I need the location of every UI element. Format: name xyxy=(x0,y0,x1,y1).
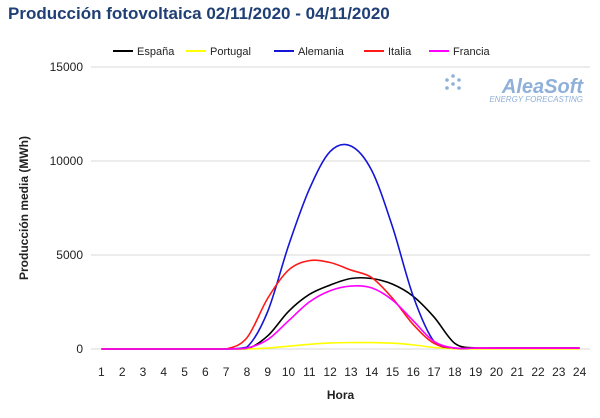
brand-logo-dot xyxy=(451,74,455,78)
x-tick-label: 1 xyxy=(98,365,105,379)
x-tick-label: 7 xyxy=(223,365,230,379)
legend-label: Alemania xyxy=(298,46,345,58)
x-tick-label: 15 xyxy=(386,365,400,379)
x-axis-title: Hora xyxy=(327,388,355,402)
brand-logo-dot xyxy=(445,86,449,90)
x-tick-label: 18 xyxy=(448,365,462,379)
brand-logo-dot xyxy=(445,78,449,82)
legend-label: Portugal xyxy=(210,46,251,58)
brand-logo-dot xyxy=(457,78,461,82)
series-line-alemania xyxy=(101,143,580,350)
x-tick-label: 13 xyxy=(344,365,358,379)
x-tick-label: 8 xyxy=(244,365,251,379)
x-tick-label: 4 xyxy=(160,365,167,379)
x-tick-label: 22 xyxy=(531,365,545,379)
y-axis-title: Producción media (MWh) xyxy=(17,136,31,280)
legend-label: Italia xyxy=(388,46,412,58)
x-tick-label: 11 xyxy=(303,365,316,379)
x-tick-label: 14 xyxy=(365,365,379,379)
brand-logo-dot xyxy=(451,82,455,86)
brand-tagline: ENERGY FORECASTING xyxy=(489,95,583,104)
y-tick-label: 10000 xyxy=(50,154,84,168)
series-line-francia xyxy=(101,284,580,350)
brand-logo-text: AleaSoft xyxy=(501,76,584,98)
brand-logo-dot xyxy=(457,86,461,90)
x-tick-label: 16 xyxy=(407,365,421,379)
y-tick-label: 0 xyxy=(76,342,83,356)
x-tick-label: 21 xyxy=(511,365,525,379)
legend-label: Francia xyxy=(453,46,491,58)
x-tick-label: 6 xyxy=(202,365,209,379)
x-tick-label: 19 xyxy=(469,365,483,379)
x-tick-label: 17 xyxy=(427,365,441,379)
series-line-italia xyxy=(101,259,580,350)
x-tick-label: 24 xyxy=(573,365,587,379)
x-tick-label: 3 xyxy=(140,365,147,379)
x-tick-label: 20 xyxy=(490,365,504,379)
y-tick-label: 5000 xyxy=(56,248,83,262)
x-tick-label: 10 xyxy=(282,365,296,379)
legend-label: España xyxy=(137,46,175,58)
x-tick-label: 12 xyxy=(323,365,337,379)
x-tick-label: 5 xyxy=(181,365,188,379)
page-title: Producción fotovoltaica 02/11/2020 - 04/… xyxy=(8,4,390,23)
y-tick-label: 15000 xyxy=(50,60,84,74)
x-tick-label: 2 xyxy=(119,365,126,379)
x-tick-label: 23 xyxy=(552,365,566,379)
series-line-españa xyxy=(101,276,580,350)
x-tick-label: 9 xyxy=(264,365,271,379)
